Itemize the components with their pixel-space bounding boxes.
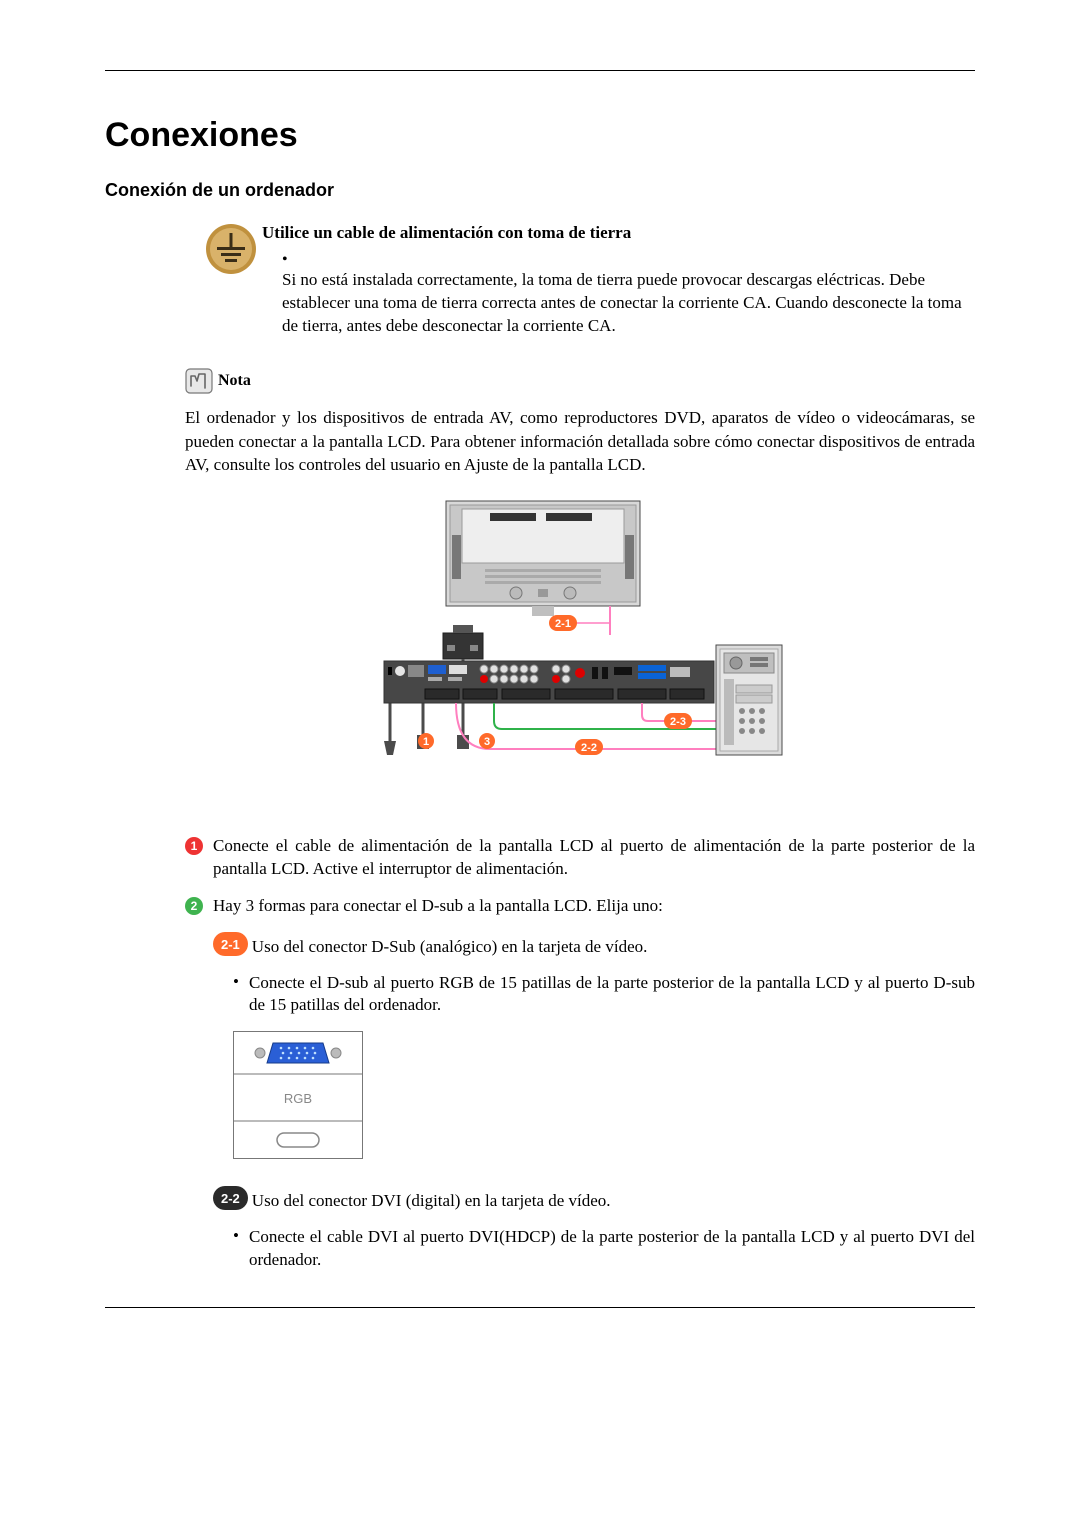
substep-2-1-text: Uso del conector D-Sub (analógico) en la… [250,932,648,960]
ground-symbol-icon [205,223,257,275]
note-heading-row: Nota [185,368,975,394]
rgb-port-figure: RGB [233,1031,975,1164]
ground-warning-body: Si no está instalada correctamente, la t… [282,269,975,338]
svg-text:2-1: 2-1 [555,618,571,630]
note-label: Nota [218,372,251,390]
step-2-badge: 2 [185,895,207,918]
step-1-number: 1 [185,837,203,855]
page-title: Conexiones [105,116,975,155]
bullet-dot: • [282,251,288,268]
top-horizontal-rule [105,70,975,71]
step-1-text: Conecte el cable de alimentación de la p… [207,835,975,881]
rgb-label: RGB [284,1091,312,1106]
page-subtitle: Conexión de un ordenador [105,180,975,201]
bottom-horizontal-rule [105,1307,975,1308]
substep-2-1-badge: 2-1 [213,932,248,956]
substep-2-2-badge: 2-2 [213,1186,248,1210]
substep-2-2: 2-2 Uso del conector DVI (digital) en la… [213,1186,975,1214]
svg-text:3: 3 [484,736,490,748]
connection-diagram: 2-1 [105,495,975,800]
svg-text:1: 1 [423,736,429,748]
substep-2-2-bullet: • Conecte el cable DVI al puerto DVI(HDC… [233,1226,975,1272]
ground-warning-title: Utilice un cable de alimentación con tom… [262,223,975,243]
substep-2-1-bullet-text: Conecte el D-sub al puerto RGB de 15 pat… [249,972,975,1018]
substep-2-1-bullet: • Conecte el D-sub al puerto RGB de 15 p… [233,972,975,1018]
svg-text:2-3: 2-3 [670,716,686,728]
ground-warning-section: Utilice un cable de alimentación con tom… [205,223,975,338]
substep-2-1: 2-1 Uso del conector D-Sub (analógico) e… [213,932,975,960]
step-1: 1 Conecte el cable de alimentación de la… [185,835,975,881]
step-2: 2 Hay 3 formas para conectar el D-sub a … [185,895,975,918]
step-2-text: Hay 3 formas para conectar el D-sub a la… [207,895,975,918]
step-2-number: 2 [185,897,203,915]
substep-2-2-bullet-text: Conecte el cable DVI al puerto DVI(HDCP)… [249,1226,975,1272]
ground-warning-text: Utilice un cable de alimentación con tom… [262,223,975,338]
bullet-dot: • [233,1226,249,1272]
svg-text:2-2: 2-2 [581,742,597,754]
substep-2-2-text: Uso del conector DVI (digital) en la tar… [250,1186,611,1214]
bullet-dot: • [233,972,249,1018]
note-icon [185,368,213,394]
step-1-badge: 1 [185,835,207,881]
note-body: El ordenador y los dispositivos de entra… [185,406,975,477]
